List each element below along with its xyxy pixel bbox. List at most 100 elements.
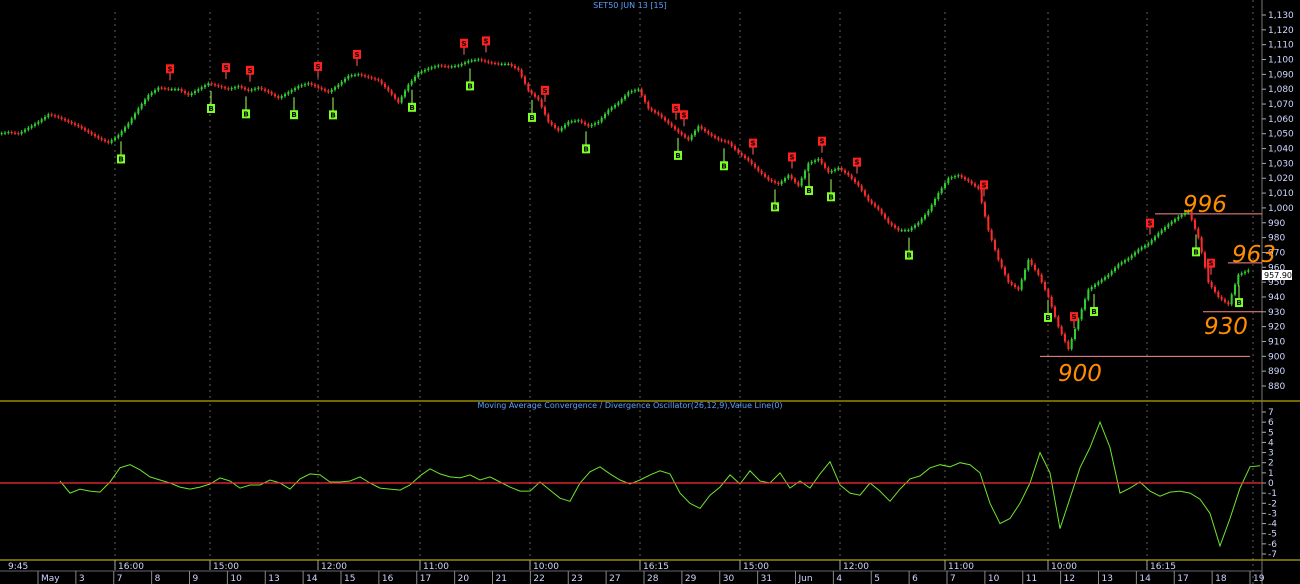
sell-marker[interactable]	[980, 180, 988, 190]
price-candle-body	[7, 132, 10, 134]
price-candle-body	[997, 249, 1000, 260]
buy-marker[interactable]	[408, 102, 416, 112]
sell-marker[interactable]	[1146, 218, 1154, 228]
buy-marker-label: B	[1045, 314, 1050, 322]
price-candle-body	[537, 96, 540, 100]
buy-marker[interactable]	[242, 109, 250, 119]
price-candle-body	[227, 88, 230, 90]
buy-marker[interactable]	[117, 154, 125, 164]
current-price-label: 957.90	[1264, 271, 1292, 280]
price-candle-body	[447, 66, 450, 68]
buy-marker[interactable]	[827, 192, 835, 202]
buy-marker-label: B	[330, 111, 335, 119]
macd-series[interactable]	[59, 420, 1261, 548]
price-candle-body	[897, 227, 900, 231]
buy-marker[interactable]	[805, 186, 813, 196]
price-candle-body	[104, 139, 106, 142]
sell-marker[interactable]	[166, 64, 174, 74]
buy-marker[interactable]	[771, 202, 779, 212]
price-candle-body	[874, 203, 876, 207]
level-label-963: 963	[1232, 242, 1276, 268]
price-candle-body	[967, 179, 970, 182]
price-candle-body	[557, 127, 560, 131]
price-candle-body	[350, 75, 353, 77]
price-candle-body	[634, 90, 636, 92]
sell-marker[interactable]	[246, 65, 254, 75]
buy-marker[interactable]	[207, 103, 215, 113]
price-candle-body	[740, 153, 743, 156]
date-tick-label: 5	[874, 574, 880, 584]
price-tick-label: 950	[1268, 278, 1285, 288]
price-candle-body	[290, 90, 293, 93]
sell-marker[interactable]	[853, 157, 861, 167]
price-candle-body	[637, 89, 640, 91]
sell-marker[interactable]	[541, 85, 549, 95]
price-candle-body	[174, 89, 176, 91]
price-candle-body	[730, 142, 733, 147]
price-candle-body	[564, 124, 566, 128]
buy-marker-label: B	[118, 155, 123, 163]
sell-marker[interactable]	[749, 138, 757, 148]
sell-marker[interactable]	[222, 63, 230, 73]
price-candle-body	[10, 132, 13, 134]
price-candle-body	[1114, 267, 1116, 272]
price-candle-body	[40, 119, 43, 122]
buy-marker-label: B	[291, 111, 296, 119]
price-candle-body	[337, 84, 340, 88]
chart-title: SET50 JUN 13 [15]	[593, 1, 667, 10]
buy-marker[interactable]	[528, 112, 536, 122]
date-tick-label: 22	[533, 574, 544, 584]
buy-marker[interactable]	[720, 161, 728, 171]
buy-marker[interactable]	[905, 250, 913, 260]
sell-marker[interactable]	[672, 103, 680, 113]
price-candle-body	[1084, 299, 1086, 310]
buy-marker[interactable]	[582, 144, 590, 154]
price-candle-body	[267, 90, 270, 93]
price-candle-body	[580, 120, 583, 123]
sell-marker[interactable]	[314, 61, 322, 71]
buy-marker[interactable]	[290, 110, 298, 120]
price-candle-body	[114, 137, 116, 141]
price-candle-body	[50, 114, 53, 116]
price-candle-body	[314, 84, 316, 87]
sell-marker[interactable]	[680, 110, 688, 120]
price-candle-body	[380, 80, 383, 84]
price-candle-body	[160, 87, 163, 89]
price-tick-label: 990	[1268, 219, 1285, 229]
sell-marker-label: S	[789, 153, 794, 161]
buy-marker[interactable]	[1044, 312, 1052, 322]
price-tick-label: 1,030	[1268, 159, 1294, 169]
price-candle-body	[207, 83, 210, 86]
price-candle-body	[1230, 294, 1233, 305]
date-tick-label: 11	[1026, 574, 1037, 584]
price-series[interactable]	[0, 57, 1251, 351]
price-candle-body	[954, 176, 956, 178]
price-candle-body	[937, 193, 940, 200]
sell-marker[interactable]	[353, 49, 361, 59]
buy-marker[interactable]	[1192, 247, 1200, 257]
price-tick-label: 1,040	[1268, 145, 1294, 155]
buy-marker[interactable]	[466, 81, 474, 91]
sell-marker-label: S	[1071, 313, 1076, 321]
sell-marker[interactable]	[788, 152, 796, 162]
buy-marker[interactable]	[1235, 298, 1243, 308]
buy-marker[interactable]	[329, 110, 337, 120]
sell-marker[interactable]	[1207, 258, 1215, 268]
price-candle-body	[524, 76, 526, 84]
price-candle-body	[744, 155, 746, 158]
price-candle-body	[687, 137, 690, 140]
buy-marker[interactable]	[674, 150, 682, 160]
sell-marker[interactable]	[482, 36, 490, 46]
sell-marker[interactable]	[460, 38, 468, 48]
price-tick-label: 1,090	[1268, 70, 1294, 80]
time-tick-label: 12:00	[321, 562, 347, 572]
buy-marker[interactable]	[1090, 306, 1098, 316]
price-candle-body	[600, 117, 603, 122]
price-candle-body	[684, 134, 686, 138]
price-candle-body	[934, 199, 936, 205]
sell-marker[interactable]	[818, 136, 826, 146]
sell-marker[interactable]	[1070, 312, 1078, 322]
price-tick-label: 1,070	[1268, 100, 1294, 110]
